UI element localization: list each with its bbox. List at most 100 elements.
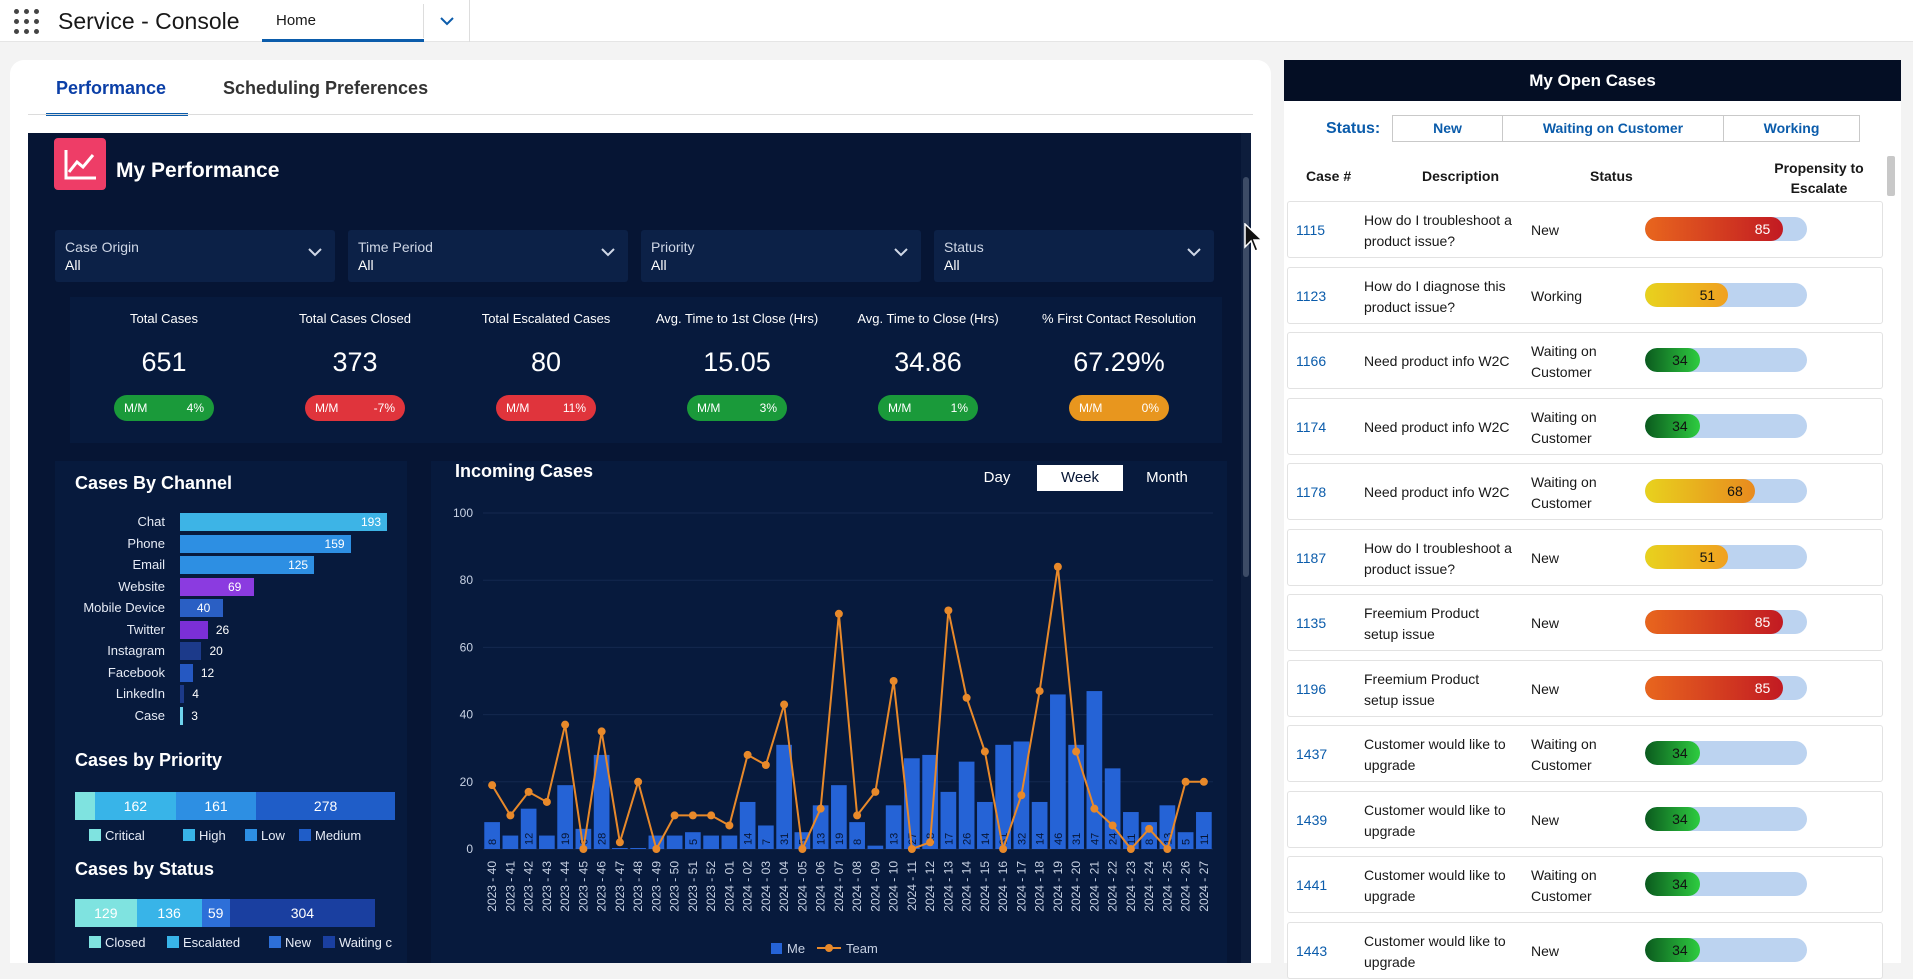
channel-bar[interactable] [180,663,193,682]
app-launcher-icon[interactable] [14,9,40,35]
case-row[interactable]: 1437 Customer would like to upgrade Waitin… [1287,725,1883,782]
team-point [615,838,624,847]
toggle-month[interactable]: Month [1146,469,1188,486]
case-row[interactable]: 1166 Need product info W2C Waiting on Cust… [1287,332,1883,389]
x-tick-label: 2024 - 26 [1179,861,1193,912]
case-number-link[interactable]: 1123 [1296,287,1327,304]
tab-performance[interactable]: Performance [46,78,188,116]
case-row[interactable]: 1439 Customer would like to upgrade New 34 [1287,790,1883,848]
x-tick-label: 2024 - 25 [1160,861,1174,912]
propensity-fill [1645,675,1783,700]
legend-swatch [89,829,101,841]
toggle-day[interactable]: Day [983,469,1011,486]
incoming-title: Incoming Cases [455,461,594,481]
case-number-link[interactable]: 1135 [1296,615,1327,631]
tab-home[interactable]: Home [262,0,424,42]
stack-segment[interactable]: 161 [175,792,257,820]
status-filter-waiting[interactable]: Waiting on Customer [1502,115,1724,142]
case-number-link[interactable]: 1443 [1296,942,1328,959]
case-row[interactable]: 1135 Freemium Product setup issue New 85 [1287,594,1883,651]
stack-segment[interactable]: 129 [75,899,137,927]
case-number-link[interactable]: 1439 [1296,811,1328,828]
team-point [980,747,989,756]
legend-item: Waiting c [323,935,392,950]
team-point [743,750,752,759]
propensity-value: 85 [1754,614,1771,630]
kpi-delta-label: M/M [506,401,530,415]
stack-segment[interactable]: 278 [256,792,395,820]
case-number-link[interactable]: 1174 [1296,418,1327,435]
channel-bar[interactable] [180,642,202,660]
team-point [1090,804,1099,813]
kpi-value: 34.86 [894,347,962,377]
propensity-bar: 34 [1645,937,1807,962]
case-row[interactable]: 1443 Customer would like to upgrade New 34 [1287,921,1883,979]
dashboard-scrollbar[interactable] [1241,133,1251,963]
column-status: Status [1590,168,1633,184]
filter-priority[interactable]: Priority All [641,230,921,282]
case-description: How do I troubleshoot a product issue? [1364,212,1512,249]
case-row[interactable]: 1196 Freemium Product setup issue New 85 [1287,659,1883,717]
status-title: Cases by Status [75,859,215,879]
case-row[interactable]: 1115 How do I troubleshoot a product issu… [1287,201,1883,258]
breakdown-panel: Cases By Channel Chat 193 Phone 159 Email 125… [55,461,407,963]
case-number-link[interactable]: 1441 [1296,877,1328,893]
cases-scrollbar[interactable] [1887,156,1895,196]
case-number-link[interactable]: 1187 [1296,549,1327,566]
filter-label: Priority [651,239,695,255]
propensity-value: 68 [1727,483,1743,499]
case-number-link[interactable]: 1115 [1296,222,1326,238]
incoming-chart: 0 20 40 60 80 100 8 2023 - 40 2023 - 41 12 2023 - … [453,506,1213,956]
stack-segment[interactable]: 59 [201,899,230,927]
channel-bar[interactable] [180,685,185,703]
bar-me [721,835,738,849]
legend-item: Medium [299,828,361,843]
case-number-link[interactable]: 1437 [1296,746,1328,762]
case-status: New [1531,222,1560,238]
bar-value-label: 27 [907,833,919,845]
stack-segment[interactable]: 162 [94,792,176,820]
propensity-bar: 34 [1645,348,1807,372]
case-number-link[interactable]: 1178 [1296,484,1327,500]
bar-value-label: 28 [597,833,609,845]
channel-bar[interactable] [180,513,387,531]
performance-dashboard: My Performance Case Origin All Time Peri… [28,133,1251,963]
filter-case-origin[interactable]: Case Origin All [55,230,335,282]
stack-segment[interactable]: 304 [229,899,375,927]
tab-menu-chevron-down-icon[interactable] [424,0,470,42]
y-tick-label: 40 [460,708,474,722]
case-row[interactable]: 1441 Customer would like to upgrade Waitin… [1287,856,1883,913]
stack-segment[interactable] [75,792,95,820]
channel-bar[interactable] [180,534,351,553]
propensity-fill [1645,413,1701,438]
channel-bar[interactable] [180,599,223,617]
case-row[interactable]: 1123 How do I diagnose this product issue… [1287,266,1883,324]
filter-status[interactable]: Status All [934,230,1214,282]
tab-scheduling-preferences[interactable]: Scheduling Preferences [223,78,429,98]
x-tick-label: 2023 - 47 [613,861,627,912]
team-point [1199,777,1208,786]
case-number-link[interactable]: 1166 [1296,353,1327,369]
bar-value-label: 8 [852,839,864,845]
status-filter-working[interactable]: Working [1723,115,1860,142]
bar-me [794,832,811,849]
stack-segment[interactable]: 136 [136,899,202,927]
bar-me [904,758,920,849]
toggle-week[interactable]: Week [1037,465,1123,491]
case-status: Waiting on Customer [1531,343,1597,380]
kpi-label: Total Cases Closed [299,311,411,326]
case-row[interactable]: 1174 Need product info W2C Waiting on Cust… [1287,397,1883,455]
channel-bar[interactable] [180,706,184,725]
x-tick-label: 2024 - 19 [1051,861,1065,912]
channel-bar[interactable] [180,620,208,639]
case-row[interactable]: 1178 Need product info W2C Waiting on Cust… [1287,463,1883,520]
kpi-delta-badge: M/M 1% [878,395,978,421]
case-row[interactable]: 1187 How do I troubleshoot a product issu… [1287,528,1883,586]
filter-time-period[interactable]: Time Period All [348,230,628,282]
case-number-link[interactable]: 1196 [1296,680,1327,697]
channel-bar[interactable] [180,577,254,596]
bar-me [1031,801,1048,849]
status-filter-new[interactable]: New [1392,115,1503,142]
kpi-value: 373 [332,347,378,377]
channel-bar[interactable] [180,556,315,574]
